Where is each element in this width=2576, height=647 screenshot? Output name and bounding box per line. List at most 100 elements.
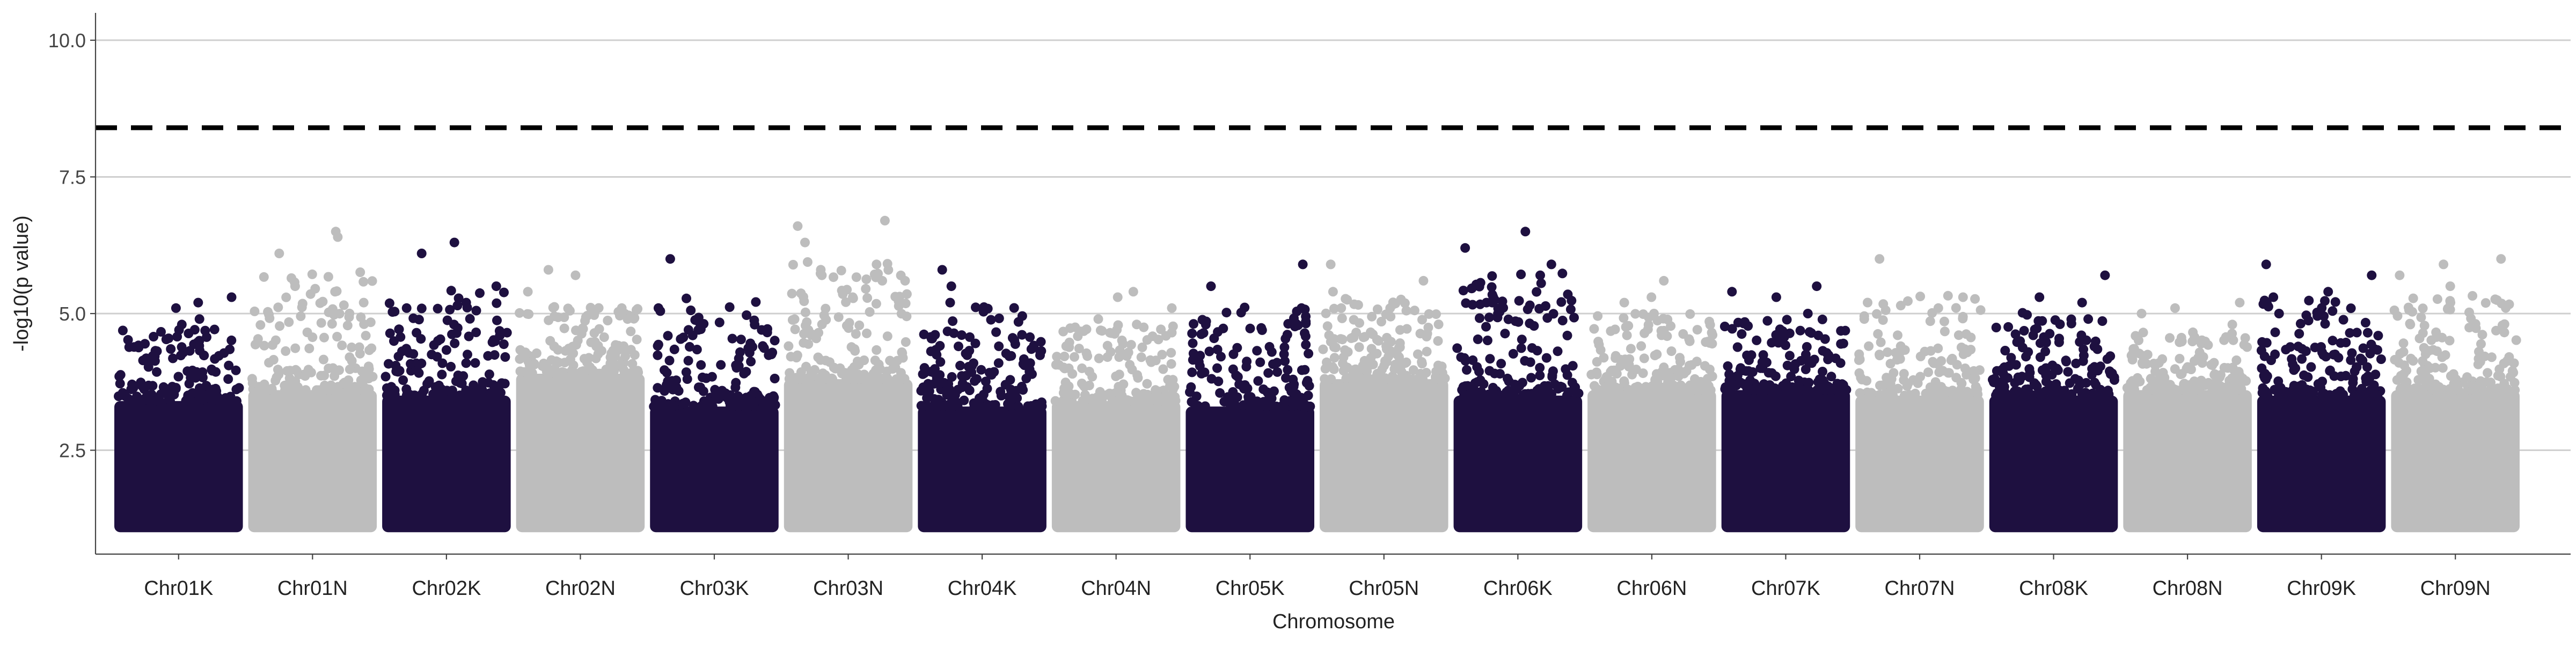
data-point <box>1863 297 1872 308</box>
data-point <box>2345 328 2355 338</box>
data-point <box>1685 336 1695 346</box>
data-point <box>756 394 766 404</box>
peak-point <box>945 297 955 308</box>
data-point <box>304 344 314 353</box>
data-point <box>668 401 678 411</box>
data-point <box>1321 308 1331 318</box>
data-point <box>1989 377 1999 388</box>
data-point <box>1968 366 1979 376</box>
data-point <box>956 330 967 340</box>
data-point <box>938 401 948 411</box>
data-point <box>1348 365 1358 375</box>
data-point <box>653 339 663 350</box>
data-point <box>1372 304 1382 314</box>
data-point <box>902 311 912 322</box>
data-point <box>2407 307 2417 317</box>
data-point <box>630 350 640 360</box>
data-point <box>1707 372 1717 381</box>
peak-point <box>2274 309 2284 318</box>
data-point <box>345 308 355 318</box>
data-point <box>2476 376 2486 386</box>
data-point <box>1156 324 1166 335</box>
x-tick-label: Chr07N <box>1885 577 1955 600</box>
x-tick-label: Chr06K <box>1483 577 1553 600</box>
data-point <box>2038 390 2048 399</box>
data-point <box>662 368 672 378</box>
data-point <box>1757 357 1767 367</box>
peak-point <box>1326 259 1336 270</box>
data-point <box>1514 296 1524 306</box>
data-point <box>1611 353 1621 363</box>
data-point <box>741 392 751 403</box>
data-point <box>1520 356 1530 366</box>
data-point <box>2306 362 2316 372</box>
data-point <box>2095 361 2105 372</box>
data-point <box>1391 299 1401 309</box>
data-point <box>151 396 162 406</box>
data-point <box>1690 384 1700 395</box>
data-point <box>957 379 968 389</box>
data-point <box>1242 357 1252 367</box>
point-band <box>784 379 913 533</box>
x-tick-label: Chr07K <box>1751 577 1820 600</box>
data-point <box>692 345 702 354</box>
data-point <box>1534 384 1544 394</box>
data-point <box>2330 297 2340 307</box>
data-point <box>2138 328 2148 338</box>
data-point <box>471 328 481 337</box>
data-point <box>918 369 928 379</box>
data-point <box>806 367 816 377</box>
data-point <box>962 350 972 360</box>
peak-point <box>665 254 675 264</box>
data-point <box>2341 337 2351 347</box>
data-point <box>461 297 471 308</box>
data-point <box>1903 296 1913 306</box>
data-point <box>882 331 892 341</box>
data-point <box>267 340 277 350</box>
data-point <box>273 302 283 312</box>
data-point <box>608 346 618 355</box>
data-point <box>2470 319 2480 329</box>
data-point <box>1840 325 1850 336</box>
data-point <box>259 272 269 282</box>
data-point <box>2190 332 2200 342</box>
data-point <box>1636 341 1646 351</box>
data-point <box>852 357 862 367</box>
data-point <box>470 358 480 368</box>
data-point <box>1354 342 1364 352</box>
data-point <box>2333 353 2344 363</box>
data-point <box>1397 359 1407 369</box>
data-point <box>1279 349 1289 359</box>
data-point <box>1110 329 1119 339</box>
data-point <box>2424 374 2434 384</box>
data-point <box>2408 293 2418 303</box>
data-point <box>1199 367 1210 377</box>
data-point <box>789 314 800 324</box>
data-point <box>226 335 237 345</box>
data-point <box>916 386 926 396</box>
data-point <box>1401 306 1411 316</box>
data-point <box>2492 295 2502 305</box>
data-point <box>1301 377 1312 388</box>
data-point <box>314 385 324 395</box>
data-point <box>1970 294 1980 304</box>
data-point <box>1416 368 1425 379</box>
data-point <box>758 341 768 351</box>
data-point <box>571 325 581 336</box>
data-point <box>168 353 178 364</box>
chromosome-group-chr07n <box>1854 254 1986 533</box>
data-point <box>682 293 691 303</box>
peak-point <box>274 249 284 258</box>
data-point <box>2445 304 2455 315</box>
data-point <box>685 341 694 352</box>
data-point <box>1483 389 1494 399</box>
data-point <box>1877 380 1887 390</box>
data-point <box>1396 367 1407 377</box>
data-point <box>1547 370 1557 380</box>
x-tick-label: Chr06N <box>1616 577 1687 600</box>
data-point <box>1118 379 1129 389</box>
data-point <box>1991 390 2001 401</box>
data-point <box>2032 323 2042 333</box>
data-point <box>1337 313 1347 323</box>
